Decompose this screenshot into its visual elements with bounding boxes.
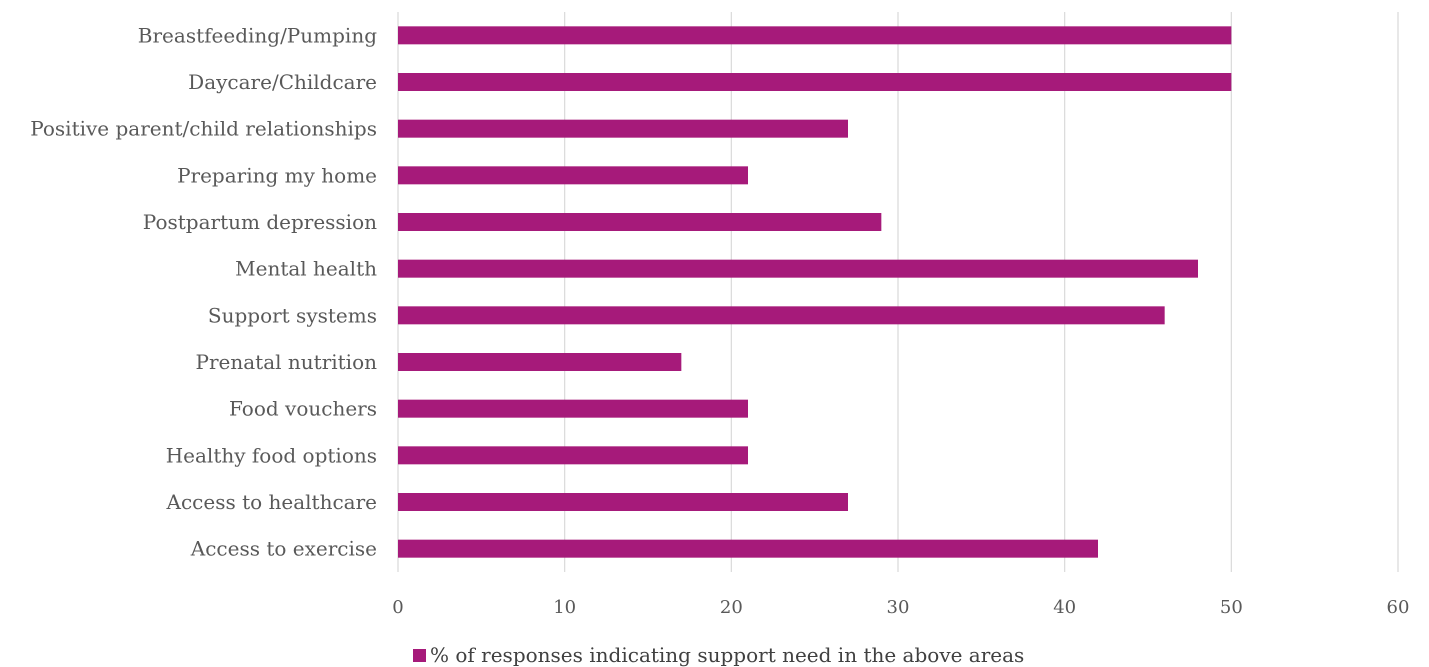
bar xyxy=(398,539,1098,558)
x-tick-label: 50 xyxy=(1220,597,1243,618)
bar xyxy=(398,446,748,465)
category-label: Mental health xyxy=(235,257,377,281)
bar xyxy=(398,166,748,185)
legend-label: % of responses indicating support need i… xyxy=(430,643,1024,667)
bar xyxy=(398,493,848,511)
bar xyxy=(398,213,882,231)
x-tick-label: 60 xyxy=(1387,597,1410,618)
category-label: Breastfeeding/Pumping xyxy=(138,23,377,47)
category-label: Access to exercise xyxy=(190,537,377,561)
x-tick-label: 40 xyxy=(1053,597,1076,618)
x-tick-labels: 0 10 20 30 40 50 60 xyxy=(392,597,1409,618)
bars xyxy=(398,26,1232,558)
x-tick-label: 0 xyxy=(392,597,403,618)
legend: % of responses indicating support need i… xyxy=(413,643,1024,667)
category-label: Healthy food options xyxy=(166,443,377,467)
bar xyxy=(398,353,682,371)
x-tick-label: 30 xyxy=(887,597,910,618)
gridlines xyxy=(397,12,1399,572)
category-labels: Breastfeeding/Pumping Daycare/Childcare Po… xyxy=(30,23,377,560)
bar xyxy=(398,259,1198,278)
bar xyxy=(398,399,748,418)
bar xyxy=(398,119,848,138)
bar xyxy=(398,306,1165,325)
category-label: Prenatal nutrition xyxy=(196,350,378,374)
category-label: Access to healthcare xyxy=(166,490,377,514)
category-label: Support systems xyxy=(208,303,377,327)
x-tick-label: 20 xyxy=(720,597,743,618)
x-tick-label: 10 xyxy=(553,597,576,618)
category-label: Postpartum depression xyxy=(143,210,377,234)
category-label: Daycare/Childcare xyxy=(188,70,377,94)
bar xyxy=(398,26,1232,45)
legend-swatch xyxy=(413,649,426,662)
bar xyxy=(398,73,1232,91)
category-label: Preparing my home xyxy=(177,163,377,187)
category-label: Food vouchers xyxy=(229,397,377,421)
category-label: Positive parent/child relationships xyxy=(30,117,377,141)
